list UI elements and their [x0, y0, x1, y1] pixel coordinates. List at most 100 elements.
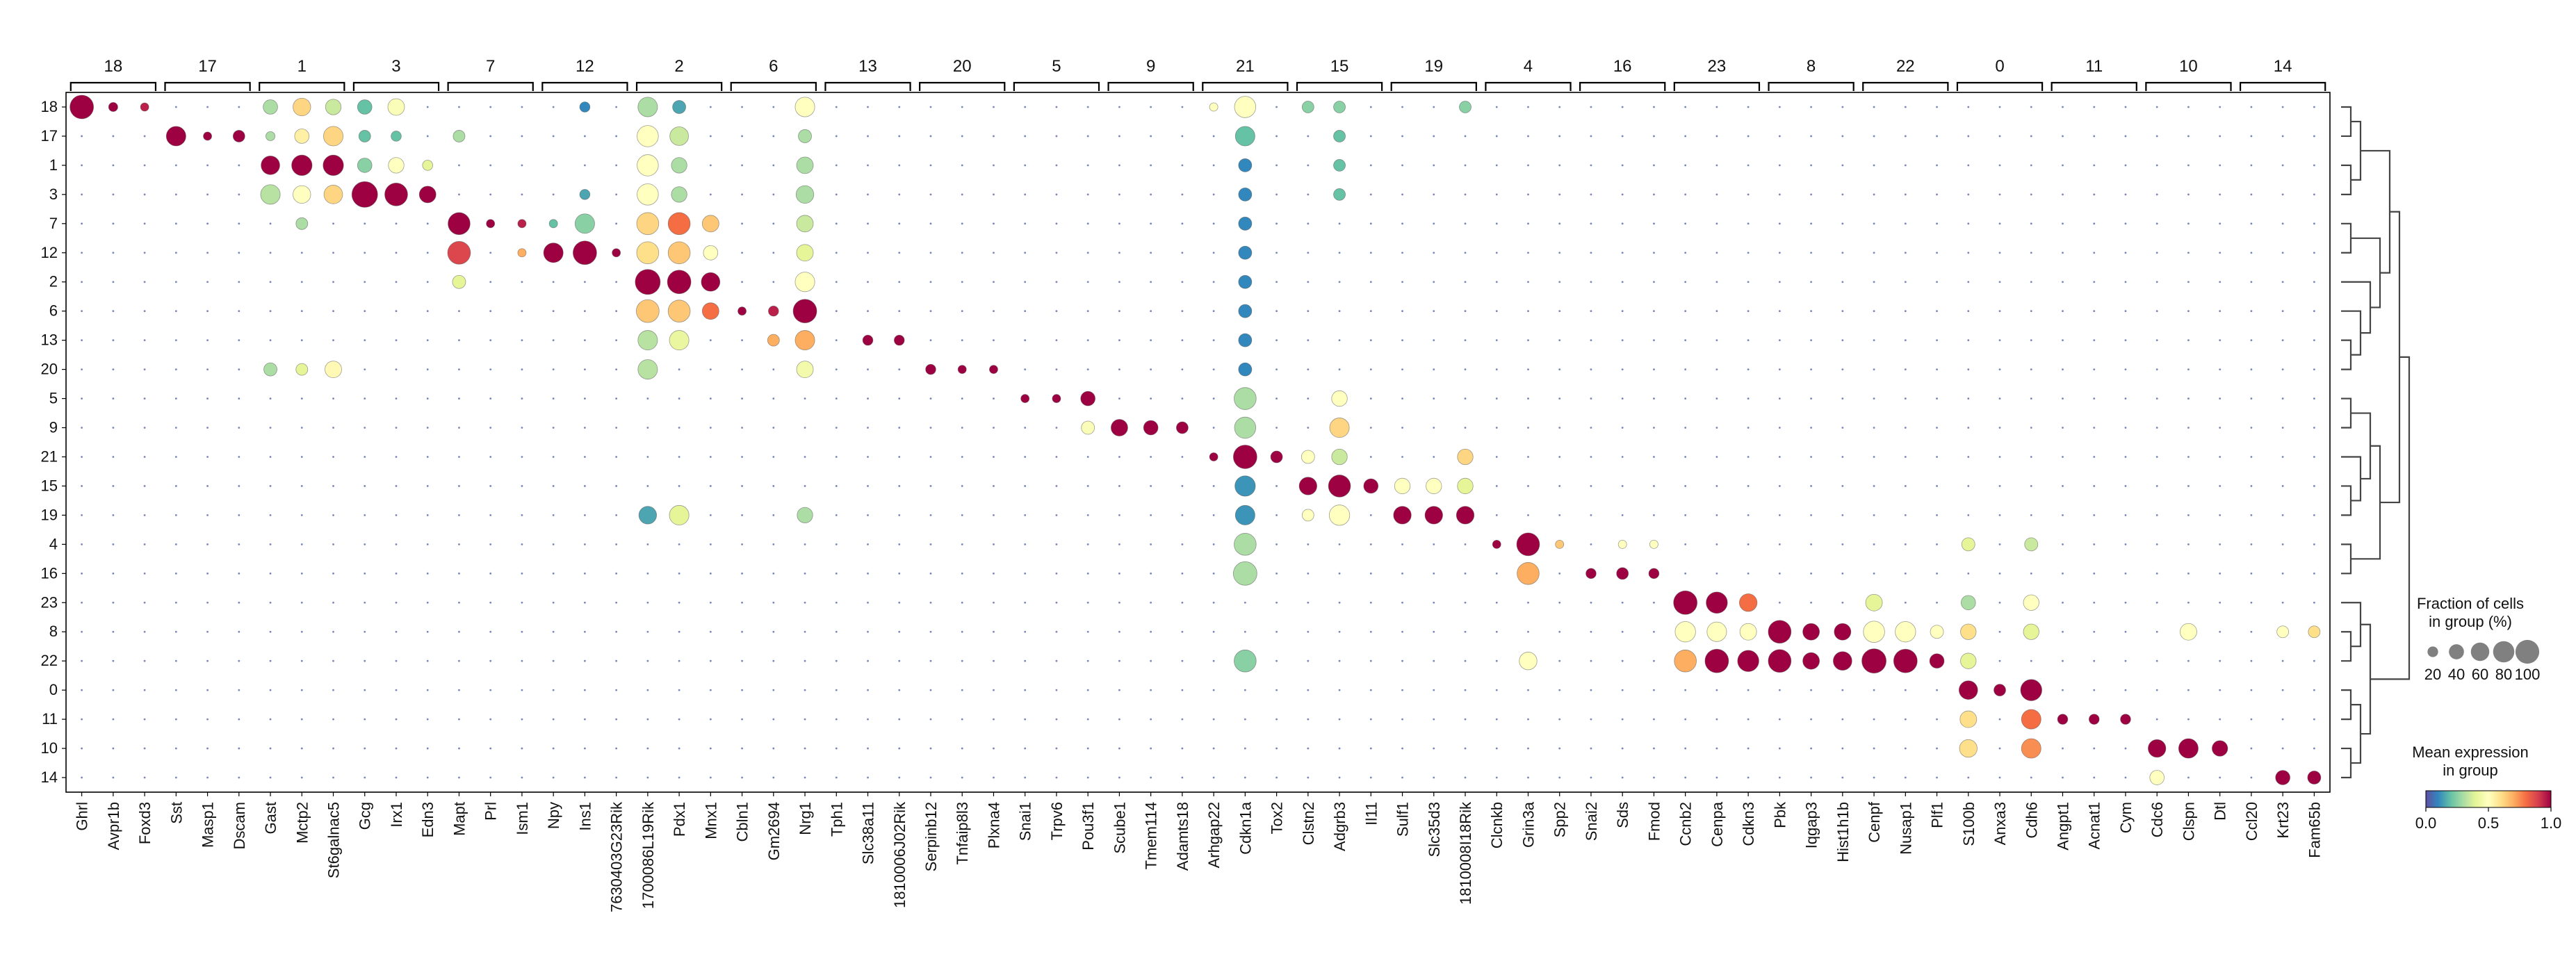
dot — [1181, 601, 1184, 604]
dot — [1055, 601, 1058, 604]
dot-2-Nrg1 — [794, 272, 815, 293]
dot — [2281, 747, 2284, 750]
colorbar-tick-1.0: 1.0 — [2541, 814, 2562, 832]
dot — [993, 427, 995, 429]
dot — [1024, 718, 1027, 721]
dot — [364, 281, 366, 284]
dot — [1904, 281, 1907, 284]
dot — [583, 368, 586, 371]
dot — [646, 601, 649, 604]
dot — [1936, 106, 1938, 108]
dot — [1275, 397, 1278, 400]
dot — [2281, 164, 2284, 167]
cluster-label-12: 12 — [41, 244, 58, 261]
dot — [332, 281, 334, 284]
dot — [1118, 514, 1120, 516]
dot — [300, 281, 303, 284]
dot-17-1700086L19Rik — [637, 125, 659, 147]
dot-20-St6galnac5 — [325, 361, 342, 379]
dot — [1055, 456, 1058, 458]
dot — [1118, 776, 1120, 779]
dot — [1873, 776, 1875, 779]
dot — [2313, 164, 2315, 167]
dot — [1904, 222, 1907, 225]
dot — [1338, 368, 1341, 371]
dot — [332, 514, 334, 516]
dot — [1778, 281, 1781, 284]
dot — [1055, 222, 1058, 225]
dot — [2093, 164, 2096, 167]
dot — [1212, 543, 1215, 545]
dot — [395, 427, 398, 429]
dot — [804, 689, 806, 691]
dot — [898, 310, 901, 313]
dot — [1873, 252, 1875, 254]
dot — [1401, 776, 1403, 779]
dot — [143, 310, 146, 313]
dot — [1998, 514, 2001, 516]
dot-10-Cdc6 — [2148, 739, 2167, 758]
dot — [1275, 222, 1278, 225]
group-label-17: 17 — [198, 57, 217, 76]
dot — [1936, 601, 1938, 604]
dot — [521, 193, 523, 196]
dot — [898, 281, 901, 284]
dot — [1338, 659, 1341, 662]
dot — [489, 630, 492, 633]
gene-label-Slc38a11: Slc38a11 — [860, 802, 877, 864]
dot — [1495, 193, 1498, 196]
dot — [112, 456, 115, 458]
dot — [1464, 164, 1467, 167]
dot — [1998, 747, 2001, 750]
cluster-label-18: 18 — [41, 98, 58, 115]
dot-12-Mnx1 — [703, 245, 719, 261]
dot — [898, 252, 901, 254]
dot — [1086, 689, 1089, 691]
dot-3-Ins1 — [579, 189, 591, 200]
dot — [1936, 689, 1938, 691]
dot — [2093, 456, 2096, 458]
dot-7-Ins1 — [574, 213, 595, 234]
dot — [1684, 164, 1687, 167]
dot — [1024, 310, 1027, 313]
dot — [1715, 106, 1718, 108]
dot — [521, 310, 523, 313]
dendrogram-link — [2361, 623, 2372, 735]
dot-8-Clspn — [2180, 623, 2197, 641]
dot — [1998, 397, 2001, 400]
dot — [458, 397, 460, 400]
dot — [1369, 572, 1372, 575]
dot — [615, 630, 618, 633]
dot — [1621, 718, 1624, 721]
dot — [1873, 543, 1875, 545]
dot — [741, 601, 743, 604]
dot — [458, 339, 460, 342]
dot — [1244, 689, 1246, 691]
dot — [1778, 164, 1781, 167]
dot — [2124, 193, 2127, 196]
dot — [2030, 456, 2032, 458]
dot — [174, 281, 177, 284]
dot — [81, 135, 83, 138]
dot-8-Plf1 — [1930, 625, 1944, 639]
dot-8-Nusap1 — [1895, 621, 1916, 643]
dot — [835, 689, 838, 691]
gene-label-S100b: S100b — [1960, 802, 1978, 846]
dot — [741, 543, 743, 545]
dot — [2281, 339, 2284, 342]
dot — [1024, 339, 1027, 342]
dot — [426, 747, 429, 750]
dot — [1369, 776, 1372, 779]
dot — [961, 339, 963, 342]
dot — [1810, 339, 1813, 342]
dot-18-Arhgap22 — [1209, 102, 1218, 112]
dot — [867, 747, 869, 750]
dot — [898, 514, 901, 516]
dot — [1401, 397, 1403, 400]
dot — [364, 747, 366, 750]
dot — [1715, 368, 1718, 371]
dot — [1558, 572, 1561, 575]
dot — [489, 135, 492, 138]
dot — [1495, 106, 1498, 108]
dot — [1747, 222, 1750, 225]
